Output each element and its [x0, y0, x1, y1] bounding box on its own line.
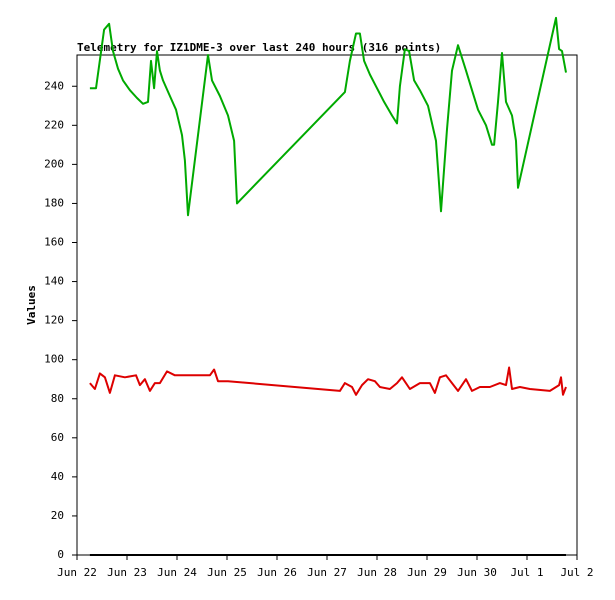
- x-tick-label: Jun 26: [257, 566, 297, 579]
- plot-frame: [76, 54, 578, 556]
- x-tick-label: Jun 23: [107, 566, 147, 579]
- x-tick-label: Jun 25: [207, 566, 247, 579]
- x-tick-label: Jun 27: [307, 566, 347, 579]
- series-line: [89, 366, 567, 396]
- y-tick-label: 240: [44, 79, 64, 92]
- y-tick-label: 120: [44, 314, 64, 327]
- x-tick-label: Jun 28: [357, 566, 397, 579]
- y-tick-label: 140: [44, 275, 64, 288]
- y-tick-label: 180: [44, 196, 64, 209]
- y-tick-label: 100: [44, 353, 64, 366]
- x-tick-label: Jun 29: [407, 566, 447, 579]
- chart-title: Telemetry for IZ1DME-3 over last 240 hou…: [77, 41, 441, 54]
- y-tick-label: 20: [51, 509, 64, 522]
- x-tick-label: Jun 24: [157, 566, 197, 579]
- x-tick-label: Jul 2: [560, 566, 593, 579]
- series-line: [89, 16, 567, 217]
- x-tick-label: Jul 1: [510, 566, 543, 579]
- x-tick-label: Jun 30: [457, 566, 497, 579]
- y-tick-label: 160: [44, 236, 64, 249]
- y-tick-label: 80: [51, 392, 64, 405]
- y-axis-label: Values: [25, 285, 38, 325]
- y-tick-label: 40: [51, 470, 64, 483]
- x-tick-label: Jun 22: [57, 566, 97, 579]
- y-tick-label: 60: [51, 431, 64, 444]
- y-tick-label: 0: [57, 548, 64, 561]
- y-tick-label: 220: [44, 118, 64, 131]
- y-tick-label: 200: [44, 157, 64, 170]
